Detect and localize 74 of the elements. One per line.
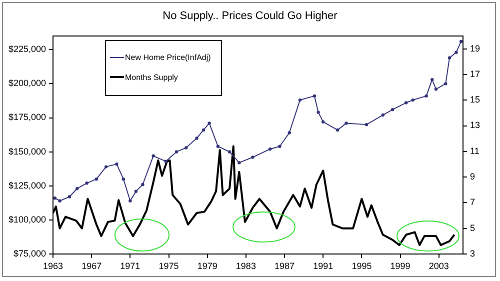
point: [68, 195, 71, 198]
y-tick-label: $75,000: [13, 248, 46, 258]
point: [128, 199, 132, 202]
point: [268, 147, 272, 151]
point: [85, 182, 88, 185]
x-tick-label: 2003: [428, 260, 449, 271]
legend-label: New Home Price(InfAdj): [125, 52, 211, 62]
x-tick-label: 1975: [158, 260, 179, 271]
point: [430, 78, 434, 82]
point: [94, 177, 98, 181]
y2-tick-label: 13: [470, 120, 480, 130]
point: [195, 136, 198, 140]
point: [251, 156, 254, 159]
y-tick-label: $150,000: [8, 146, 46, 156]
point: [312, 94, 316, 98]
chart-title: No Supply.. Prices Could Go Higher: [162, 10, 338, 22]
point: [278, 144, 282, 148]
y2-tick-label: 5: [470, 222, 476, 233]
point: [316, 110, 320, 114]
y2-tick-label: 3: [470, 248, 476, 258]
x-tick-label: 1983: [236, 260, 256, 271]
x-tick-label: 1963: [42, 260, 64, 271]
point: [344, 122, 348, 125]
y2-tick-label: 9: [470, 172, 476, 182]
point: [228, 150, 232, 154]
point: [454, 50, 458, 54]
point: [448, 56, 452, 60]
point: [58, 199, 62, 202]
point: [381, 113, 385, 117]
point: [174, 150, 178, 154]
y-tick-label: $225,000: [8, 44, 46, 54]
point: [141, 182, 144, 186]
point: [434, 88, 438, 91]
point: [202, 128, 206, 132]
x-tick-label: 1971: [120, 260, 140, 271]
point: [364, 122, 368, 126]
y-tick-label: $175,000: [8, 112, 46, 122]
y-tick-label: $125,000: [8, 180, 46, 190]
x-tick-label: 1979: [197, 260, 218, 271]
point: [104, 165, 108, 168]
y-tick-label: $100,000: [8, 214, 46, 224]
y2-tick-label: 7: [470, 197, 476, 208]
y2-tick-label: 17: [470, 68, 480, 79]
y2-tick-label: 19: [470, 43, 480, 54]
point: [76, 187, 79, 190]
point: [216, 144, 220, 148]
point: [390, 108, 394, 112]
x-tick-label: 1967: [82, 260, 102, 271]
point: [336, 128, 340, 132]
point: [184, 146, 188, 150]
point: [208, 122, 211, 125]
point: [411, 98, 414, 102]
x-tick-label: 1999: [390, 260, 410, 271]
point: [152, 154, 155, 158]
point: [115, 162, 118, 166]
point: [288, 131, 291, 134]
x-tick-label: 1995: [352, 260, 372, 271]
point: [459, 40, 463, 44]
point: [424, 94, 428, 98]
point: [298, 98, 302, 102]
point: [238, 161, 241, 164]
point: [404, 101, 408, 104]
y-tick-label: $200,000: [8, 78, 46, 88]
legend-label: Months Supply: [125, 72, 178, 82]
point: [134, 190, 138, 193]
y2-tick-label: 11: [470, 146, 480, 156]
x-tick-label: 1987: [274, 260, 295, 271]
point: [164, 160, 168, 163]
y2-tick-label: 15: [470, 94, 480, 105]
point: [444, 82, 448, 86]
point: [122, 177, 126, 181]
point: [322, 120, 325, 124]
point: [53, 196, 57, 200]
x-tick-label: 1991: [313, 260, 334, 271]
